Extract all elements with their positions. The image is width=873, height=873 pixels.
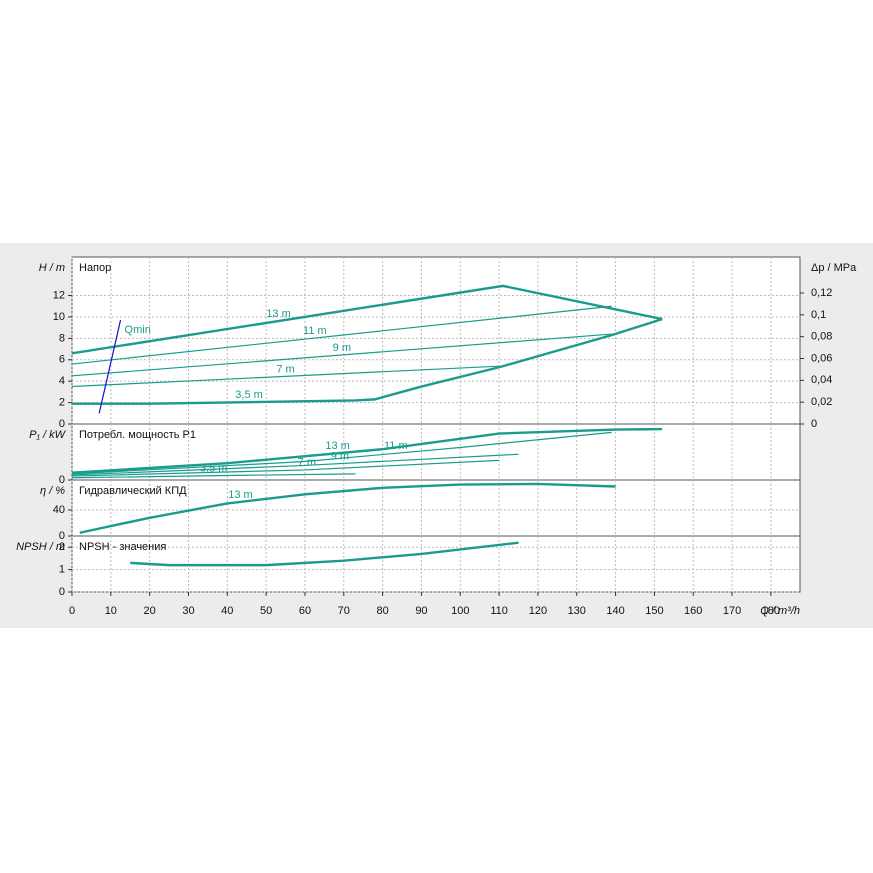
series-label: 9 m bbox=[333, 342, 351, 354]
curve bbox=[71, 473, 356, 479]
y-axis-label: η / % bbox=[40, 485, 65, 497]
plot-area bbox=[71, 423, 801, 481]
series-label: 9 m bbox=[331, 451, 349, 463]
plot-area bbox=[71, 479, 801, 537]
x-tick-label: 20 bbox=[144, 605, 156, 617]
y-tick-label: 10 bbox=[53, 311, 65, 323]
series-label: 11 m bbox=[384, 440, 408, 452]
panel-title: Потребл. мощность P1 bbox=[79, 429, 196, 441]
y-axis-label: P₁ / kW bbox=[29, 429, 66, 441]
curve bbox=[71, 453, 519, 476]
series-label: 13 m bbox=[325, 440, 349, 452]
curve bbox=[71, 427, 663, 474]
x-tick-label: 100 bbox=[451, 605, 469, 617]
series-label: 3,5 m bbox=[235, 389, 263, 401]
x-tick-label: 160 bbox=[684, 605, 702, 617]
plot-area bbox=[71, 256, 801, 425]
series-label: 13 m bbox=[266, 308, 290, 320]
y-axis-label: H / m bbox=[39, 262, 65, 274]
curve bbox=[71, 459, 500, 477]
x-tick-label: 30 bbox=[182, 605, 194, 617]
x-tick-label: 130 bbox=[568, 605, 586, 617]
x-tick-label: 40 bbox=[221, 605, 233, 617]
x-axis-label: Q / m³/h bbox=[760, 605, 800, 617]
y2-tick-label: 0,02 bbox=[811, 396, 832, 408]
x-tick-label: 60 bbox=[299, 605, 311, 617]
x-tick-label: 170 bbox=[723, 605, 741, 617]
y-tick-label: 0 bbox=[59, 530, 65, 542]
y2-tick-label: 0 bbox=[811, 418, 817, 430]
series-label: 3,5 m bbox=[200, 463, 228, 475]
x-tick-label: 0 bbox=[69, 605, 75, 617]
curve bbox=[130, 541, 519, 567]
x-tick-label: 110 bbox=[490, 605, 508, 617]
panel-title: Напор bbox=[79, 262, 111, 274]
x-tick-label: 50 bbox=[260, 605, 272, 617]
x-tick-label: 140 bbox=[606, 605, 624, 617]
y2-tick-label: 0,08 bbox=[811, 331, 832, 343]
y2-tick-label: 0,1 bbox=[811, 309, 826, 321]
series-label: 11 m bbox=[303, 325, 327, 337]
series-label: 13 m bbox=[228, 489, 252, 501]
series-label: 7 m bbox=[276, 363, 294, 375]
curve bbox=[79, 482, 616, 534]
series-label: 7 m bbox=[298, 457, 316, 469]
y-axis-label: NPSH / m bbox=[16, 541, 65, 553]
y-tick-label: 12 bbox=[53, 289, 65, 301]
curve bbox=[72, 317, 663, 405]
x-tick-label: 150 bbox=[645, 605, 663, 617]
curve bbox=[98, 320, 122, 414]
x-tick-label: 90 bbox=[415, 605, 427, 617]
x-tick-label: 120 bbox=[529, 605, 547, 617]
curve bbox=[71, 284, 663, 355]
curve bbox=[71, 431, 612, 475]
y2-tick-label: 0,04 bbox=[811, 374, 832, 386]
curve bbox=[71, 333, 612, 377]
x-tick-label: 180 bbox=[762, 605, 780, 617]
y-tick-label: 0 bbox=[59, 586, 65, 598]
y-tick-label: 2 bbox=[59, 396, 65, 408]
curve bbox=[71, 365, 500, 388]
panel-title: NPSH - значения bbox=[79, 541, 166, 553]
y-tick-label: 8 bbox=[59, 332, 65, 344]
y-tick-label: 2 bbox=[59, 541, 65, 553]
y-tick-label: 0 bbox=[59, 418, 65, 430]
panel-title: Гидравлический КПД bbox=[79, 485, 187, 497]
series-label: Qmin bbox=[125, 324, 151, 336]
y2-axis-label: Δp / MPa bbox=[811, 262, 857, 274]
x-tick-label: 10 bbox=[105, 605, 117, 617]
x-tick-label: 70 bbox=[338, 605, 350, 617]
y-tick-label: 4 bbox=[59, 375, 65, 387]
y-tick-label: 40 bbox=[53, 504, 65, 516]
y2-tick-label: 0,06 bbox=[811, 352, 832, 364]
y2-tick-label: 0,12 bbox=[811, 287, 832, 299]
y-tick-label: 6 bbox=[59, 354, 65, 366]
curve bbox=[71, 305, 612, 365]
x-tick-label: 80 bbox=[376, 605, 388, 617]
y-tick-label: 1 bbox=[59, 564, 65, 576]
y-tick-label: 0 bbox=[59, 474, 65, 486]
